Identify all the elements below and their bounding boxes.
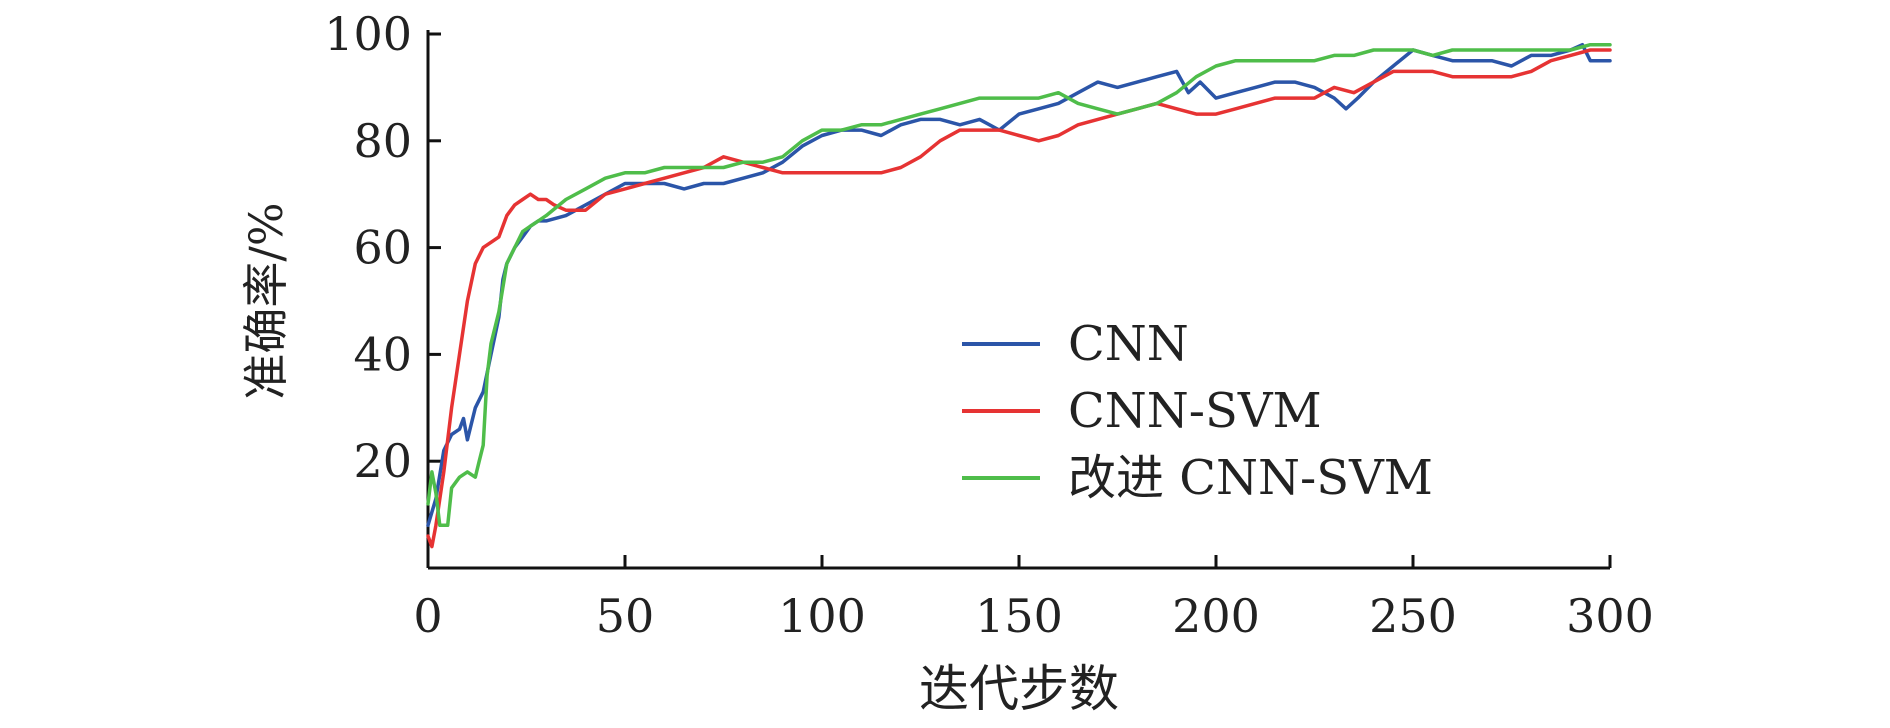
y-axis-title: 准确率/% <box>239 202 293 399</box>
legend-label-3: 改进 CNN-SVM <box>1068 450 1433 506</box>
x-tick-label: 50 <box>596 589 655 643</box>
legend-label-1: CNN <box>1068 316 1189 372</box>
legend: CNN CNN-SVM 改进 CNN-SVM <box>962 316 1433 506</box>
series-layer <box>426 42 1612 549</box>
series-line-3 <box>426 42 1612 528</box>
series-line-2 <box>426 48 1612 549</box>
x-axis-title: 迭代步数 <box>919 660 1119 718</box>
y-tick-label: 80 <box>353 114 412 168</box>
axes-layer: 0 50 100 150 200 250 300 20 40 60 80 100 迭代步数 准确率/% <box>239 7 1654 718</box>
legend-label-2: CNN-SVM <box>1068 383 1322 439</box>
y-tick-label: 40 <box>353 327 412 381</box>
x-tick-label: 300 <box>1566 589 1654 643</box>
x-tick-label: 200 <box>1172 589 1260 643</box>
x-tick-label: 250 <box>1369 589 1457 643</box>
y-tick-label: 100 <box>324 7 412 61</box>
y-tick-label: 20 <box>353 434 412 488</box>
x-tick-label: 150 <box>975 589 1063 643</box>
x-tick-label: 0 <box>413 589 442 643</box>
x-tick-label: 100 <box>778 589 866 643</box>
y-tick-label: 60 <box>353 221 412 275</box>
